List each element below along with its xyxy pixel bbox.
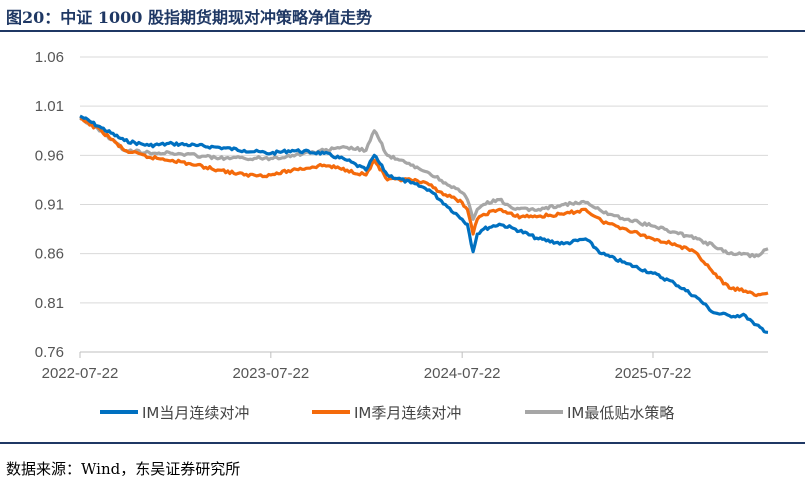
y-tick-label: 1.01 (35, 98, 64, 115)
legend-label-2: IM最低贴水策略 (567, 404, 674, 422)
legend: IM当月连续对冲 IM季月连续对冲 IM最低贴水策略 (100, 404, 674, 422)
x-tick-label: 2025-07-22 (615, 365, 692, 382)
y-axis-ticks: 1.06 1.01 0.96 0.91 0.86 0.81 0.76 (35, 49, 64, 361)
series-lines (79, 114, 769, 334)
net-value-line-chart: 1.061.010.960.910.860.810.76 2022-07-22 2… (35, 49, 769, 422)
footer-divider (0, 442, 805, 444)
y-tick-label: 0.91 (35, 197, 64, 214)
y-tick-label: 0.81 (35, 295, 64, 312)
y-tick-label: 0.76 (35, 344, 64, 361)
y-tick-label: 1.06 (35, 49, 64, 66)
y-tick-label: 0.96 (35, 147, 64, 164)
x-tick-label: 2022-07-22 (42, 365, 119, 382)
title-divider (0, 30, 805, 32)
gridlines (80, 56, 768, 304)
y-tick-label: 0.86 (35, 246, 64, 263)
series-line-0 (79, 114, 769, 334)
source-note: 数据来源：Wind，东吴证券研究所 (6, 460, 241, 478)
legend-label-0: IM当月连续对冲 (142, 404, 249, 422)
x-axis: 2022-07-22 2023-07-22 2024-07-22 2025-07-22 (42, 351, 768, 382)
series-line-2 (79, 116, 769, 259)
legend-label-1: IM季月连续对冲 (354, 404, 461, 422)
x-tick-label: 2024-07-22 (424, 365, 501, 382)
chart-title: 图20：中证 1000 股指期货期现对冲策略净值走势 (6, 8, 372, 27)
series-line-1 (79, 116, 769, 298)
x-tick-label: 2023-07-22 (232, 365, 309, 382)
